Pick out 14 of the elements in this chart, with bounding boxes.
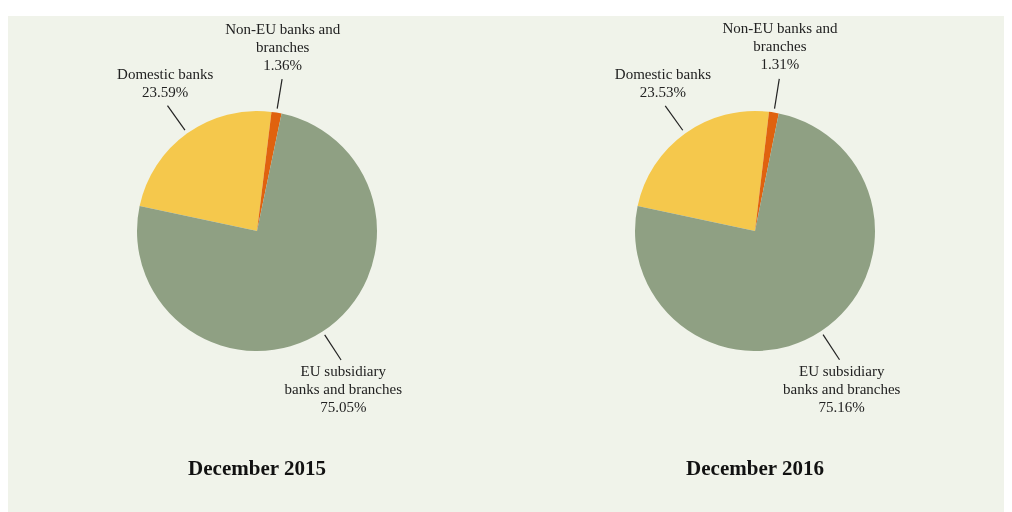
data-label: 75.05% [320, 398, 367, 415]
slice-label: Non-EU banks and branches [722, 20, 838, 55]
text: December 2015 [187, 456, 327, 481]
slice-label: Domestic banks [614, 66, 712, 83]
data-label: 1.36% [263, 56, 303, 73]
slice-label: EU subsidiary banks and branches [284, 362, 403, 397]
data-label: 1.31% [760, 56, 800, 73]
data-label: 23.53% [639, 84, 687, 101]
slice-label: EU subsidiary banks and branches [782, 362, 901, 397]
data-label: 75.16% [818, 398, 865, 415]
data-label: 23.59% [142, 83, 189, 100]
slice-label: Domestic banks [117, 65, 214, 82]
slice-label: Non-EU banks and branches [225, 20, 341, 55]
text: December 2016 [685, 456, 825, 481]
